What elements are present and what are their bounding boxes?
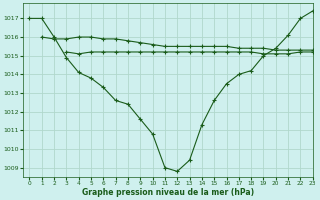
X-axis label: Graphe pression niveau de la mer (hPa): Graphe pression niveau de la mer (hPa) bbox=[82, 188, 254, 197]
